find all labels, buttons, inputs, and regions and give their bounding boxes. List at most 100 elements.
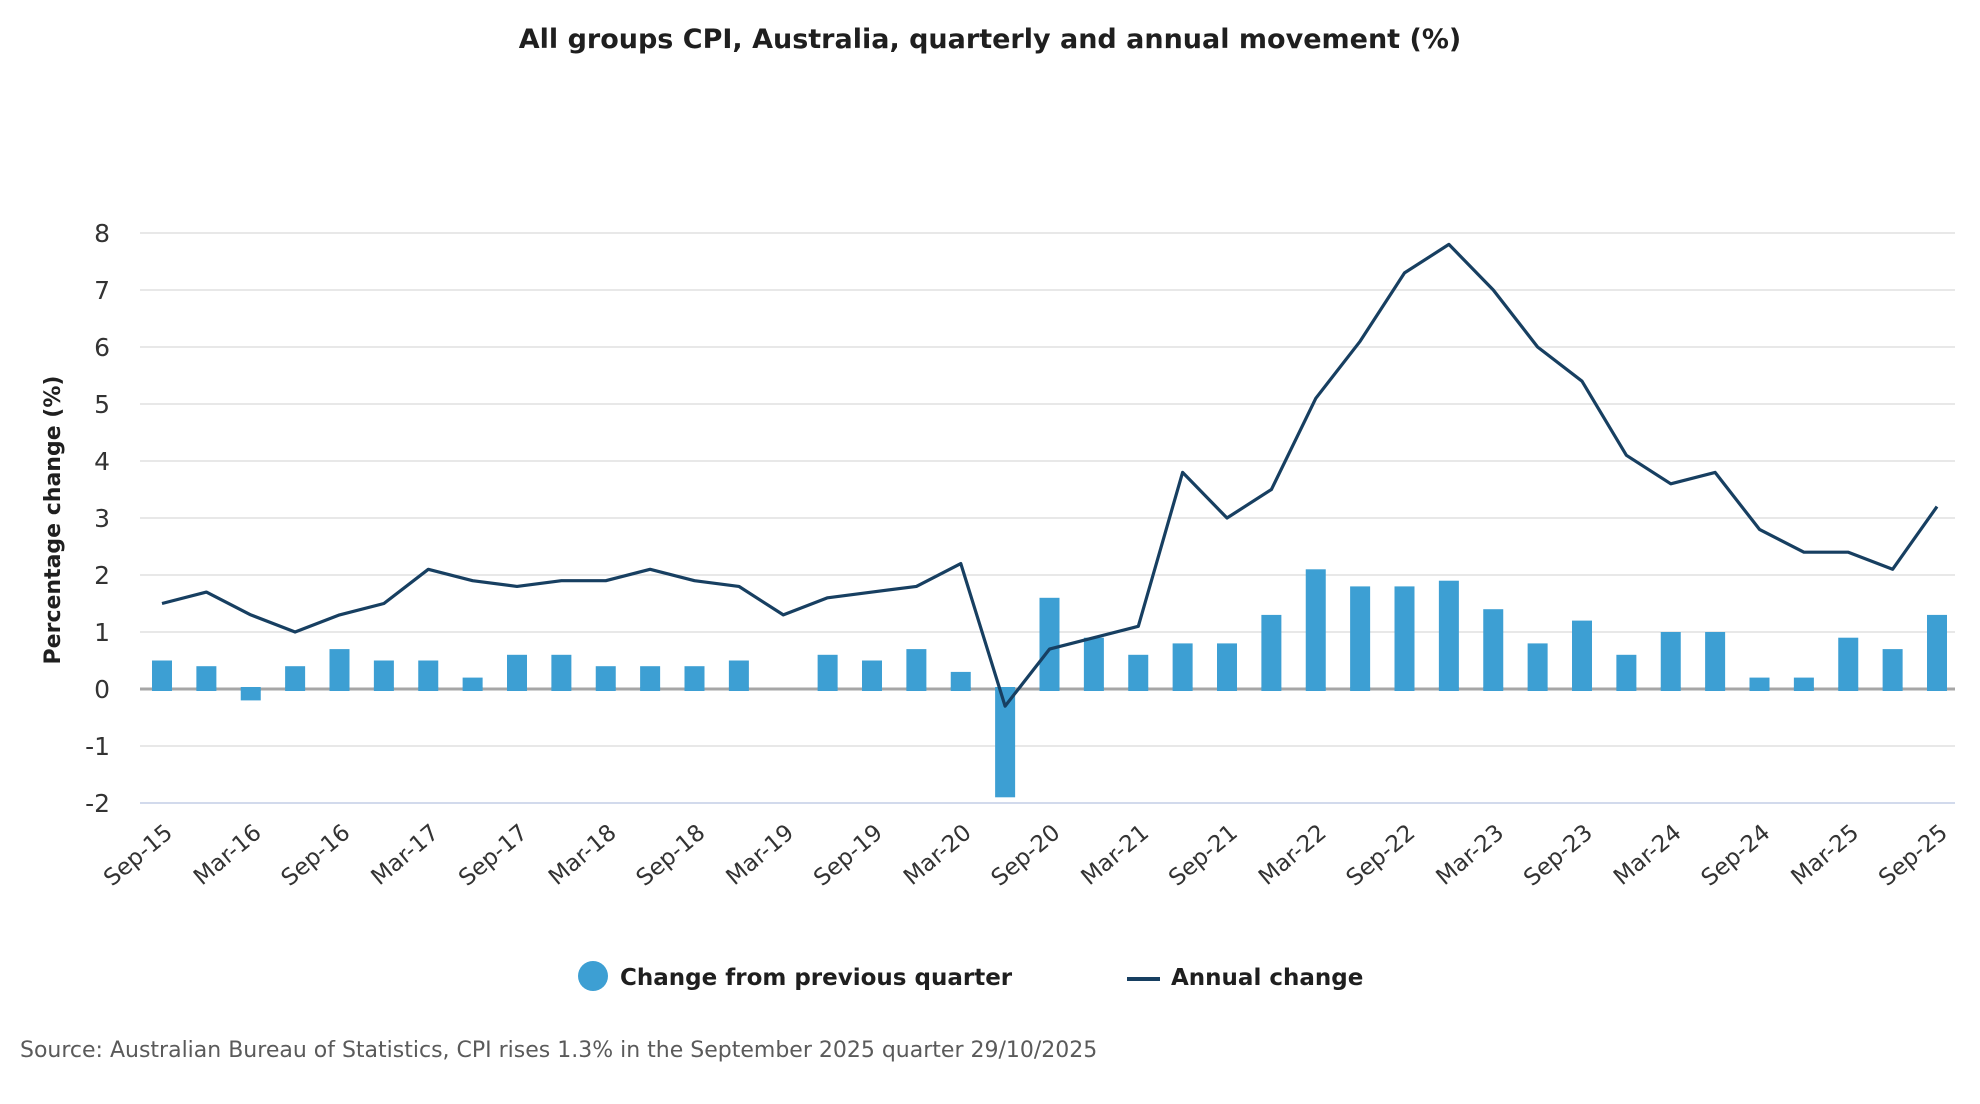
y-tick-label: 0 <box>94 675 110 704</box>
bar <box>1350 586 1371 689</box>
y-tick-label: 5 <box>94 390 110 419</box>
bar-base <box>285 687 306 691</box>
x-tick-label: Sep-16 <box>277 820 356 892</box>
bar <box>285 666 306 689</box>
bar <box>1572 620 1592 689</box>
bar-base <box>728 687 749 691</box>
bar-base <box>1616 687 1637 691</box>
bar <box>817 654 838 689</box>
bar <box>1083 637 1104 689</box>
bar <box>196 666 217 689</box>
bar <box>1039 597 1060 689</box>
bar-base <box>551 687 572 691</box>
x-tick-label: Mar-23 <box>1431 820 1509 891</box>
bar-base <box>373 687 394 691</box>
bar-base <box>1039 687 1060 691</box>
x-tick-label: Mar-18 <box>544 820 622 891</box>
bar <box>1660 632 1681 689</box>
bar-base <box>684 687 705 691</box>
y-axis-label: Percentage change (%) <box>41 376 66 665</box>
bar <box>728 660 749 689</box>
y-tick-label: -2 <box>85 789 110 818</box>
x-tick-label: Mar-16 <box>189 820 267 891</box>
bar <box>1882 649 1903 689</box>
bar-base <box>640 687 661 691</box>
x-tick-label: Mar-19 <box>721 820 799 891</box>
bar <box>862 660 882 689</box>
bar-base <box>1083 687 1104 691</box>
bar <box>329 649 350 689</box>
bar-base <box>995 687 1016 691</box>
bar <box>373 660 394 689</box>
y-tick-label: -1 <box>85 732 110 761</box>
bar-series <box>152 569 1947 798</box>
bar <box>1483 609 1504 689</box>
x-tick-label: Sep-22 <box>1342 820 1421 892</box>
bar <box>595 666 616 689</box>
bar <box>1838 637 1859 689</box>
bar <box>240 689 261 701</box>
x-tick-label: Sep-25 <box>1874 820 1953 892</box>
x-tick-label: Sep-24 <box>1697 820 1776 892</box>
bar-base <box>1749 687 1770 691</box>
bar <box>906 649 927 689</box>
y-tick-label: 2 <box>94 561 110 590</box>
x-axis-ticks: Sep-15 Mar-16 Sep-16 Mar-17 Sep-17 Mar-18 Sep-… <box>99 820 1953 892</box>
x-tick-label: Mar-22 <box>1254 820 1332 891</box>
bar-base <box>950 687 971 691</box>
x-tick-label: Sep-20 <box>987 820 1066 892</box>
bar-base <box>240 687 261 691</box>
bar-base <box>1350 687 1371 691</box>
x-tick-label: Sep-15 <box>99 820 178 892</box>
bar <box>1438 580 1459 689</box>
bar-base <box>906 687 927 691</box>
bar <box>551 654 572 689</box>
x-tick-label: Mar-20 <box>899 820 977 891</box>
y-tick-label: 1 <box>94 618 110 647</box>
bar-base <box>1572 687 1592 691</box>
x-tick-label: Sep-21 <box>1164 820 1243 892</box>
bar <box>152 660 172 689</box>
legend-bar-label: Change from previous quarter <box>620 965 1013 991</box>
y-tick-label: 8 <box>94 219 110 248</box>
bar-base <box>1261 687 1282 691</box>
bar-base <box>462 687 483 691</box>
bar-base <box>196 687 217 691</box>
legend: Change from previous quarter Annual chan… <box>578 961 1363 991</box>
bar <box>1527 643 1548 689</box>
bar <box>1305 569 1326 689</box>
bar <box>1394 586 1415 689</box>
zero-line <box>140 687 1955 691</box>
bar-base <box>1838 687 1859 691</box>
annual-change-line <box>161 242 1939 708</box>
bar-base <box>1128 687 1149 691</box>
line-series <box>161 242 1939 708</box>
x-tick-label: Sep-19 <box>809 820 888 892</box>
y-axis-ticks: 8 7 6 5 4 3 2 1 0 -1 -2 <box>85 219 110 818</box>
bar-base <box>418 687 439 691</box>
bar-base <box>1527 687 1548 691</box>
bar <box>640 666 661 689</box>
x-tick-label: Sep-23 <box>1519 820 1598 892</box>
bar <box>1616 654 1637 689</box>
bar-base <box>152 687 172 691</box>
bar-base <box>862 687 882 691</box>
y-tick-label: 7 <box>94 276 110 305</box>
bar-base <box>1705 687 1726 691</box>
bar <box>1217 643 1237 689</box>
bar-base <box>1438 687 1459 691</box>
chart-title: All groups CPI, Australia, quarterly and… <box>519 24 1461 55</box>
bar-base <box>1660 687 1681 691</box>
y-tick-label: 4 <box>94 447 110 476</box>
bar-base <box>1927 687 1947 691</box>
grid <box>140 232 1955 804</box>
bar <box>1705 632 1726 689</box>
bar-base <box>1305 687 1326 691</box>
bar <box>1172 643 1193 689</box>
bar-base <box>1483 687 1504 691</box>
bar <box>1749 677 1770 689</box>
bar-base <box>1172 687 1193 691</box>
x-tick-label: Mar-25 <box>1786 820 1864 891</box>
